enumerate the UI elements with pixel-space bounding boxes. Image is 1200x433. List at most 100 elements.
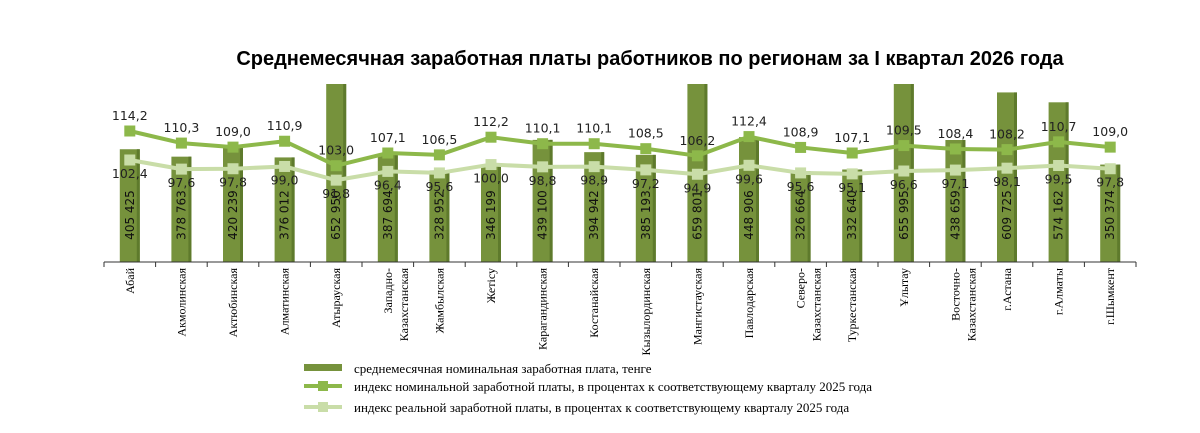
bar-value-label: 328 952 (432, 190, 446, 240)
real-index-point (1001, 162, 1013, 174)
x-tick-label: г.Алматы (1052, 268, 1066, 315)
bar-value-label: 420 239 (226, 190, 240, 240)
bar-value-label: 394 942 (587, 190, 601, 240)
nominal-index-value-label: 108,4 (938, 126, 974, 141)
bar (377, 154, 398, 262)
nominal-index-point (433, 149, 445, 161)
bar (429, 170, 450, 262)
bar-shade (240, 145, 243, 262)
x-tick-label: Туркестанская (845, 268, 859, 343)
x-tick-label: Кызылординская (639, 268, 653, 356)
real-index-point (279, 160, 291, 172)
nominal-index-value-label: 110,3 (164, 120, 200, 135)
nominal-index-point (898, 140, 910, 152)
bar-value-label: 332 640 (845, 190, 859, 240)
x-tick-label: Мангистауская (690, 268, 704, 345)
real-index-value-label: 99,0 (271, 172, 299, 187)
bar (481, 165, 501, 262)
real-index-value-label: 97,2 (632, 176, 660, 191)
nominal-index-point (1104, 141, 1116, 153)
bar-value-label: 346 199 (484, 190, 498, 240)
x-axis: Абай Акмолинская Актюбинская Алматинская Аты… (103, 261, 1137, 356)
x-tick-label: Алматинская (278, 268, 292, 336)
real-index-point (588, 161, 600, 173)
real-index-value-label: 98,1 (993, 174, 1021, 189)
real-index-value-label: 95,1 (838, 180, 866, 195)
bar-shade (498, 165, 501, 262)
bar-value-label: 574 162 (1052, 190, 1066, 240)
real-index-point (691, 168, 703, 180)
bars-layer: 405 425 378 763 420 239 376 012 652 950 387 6… (119, 84, 1121, 263)
bar (635, 154, 656, 262)
real-index-point (949, 164, 961, 176)
real-index-value-label: 97,8 (1096, 175, 1124, 190)
legend-swatch-bar (304, 364, 342, 371)
bar (171, 156, 192, 262)
real-index-line (129, 158, 1111, 183)
bar-value-label: 350 374 (1103, 190, 1117, 240)
bar-shade (1065, 102, 1069, 263)
x-tick-label: Восточно- Казахстанская (948, 268, 978, 342)
nominal-index-value-label: 106,2 (680, 133, 716, 148)
x-tick-label: г.Шымкент (1103, 267, 1117, 325)
legend-label-nominal: индекс номинальной заработной платы, в п… (354, 379, 872, 394)
bar-shade (446, 170, 450, 262)
bar (223, 145, 243, 262)
real-index-value-label: 98,8 (529, 173, 557, 188)
real-index-point (846, 168, 858, 180)
bar-shade (962, 139, 966, 262)
bar-value-label: 405 425 (123, 190, 137, 240)
real-index-value-label: 99,6 (735, 171, 763, 186)
bar-shade (807, 171, 811, 262)
bar (790, 171, 811, 262)
nominal-index-point (691, 150, 703, 162)
bar-value-label: 439 100 (536, 190, 550, 240)
nominal-index-value-label: 108,5 (628, 126, 664, 141)
bar-shade (1117, 164, 1121, 262)
x-tick-label: Атырауская (329, 268, 343, 328)
bar-shade (652, 154, 656, 262)
real-index-point (537, 161, 549, 173)
nominal-index-value-label: 103,0 (318, 143, 354, 158)
bar-shade (1014, 92, 1017, 263)
bar-shade (549, 139, 553, 262)
real-index-point (795, 167, 807, 179)
bar-shade (136, 149, 140, 262)
real-index-point (330, 174, 342, 186)
lines-layer: 102,4 97,6 97,8 99,0 91,8 96,4 95,6 100,0 98,8 98… (112, 108, 1128, 201)
nominal-index-value-label: 110,9 (267, 118, 303, 133)
nominal-index-point (124, 125, 136, 137)
bar-value-label: 326 664 (794, 190, 808, 240)
real-index-point (433, 167, 445, 179)
real-index-point (124, 154, 136, 166)
real-index-point (743, 159, 755, 171)
legend: среднемесячная номинальная заработная пл… (304, 361, 872, 415)
nominal-index-value-label: 107,1 (370, 130, 406, 145)
x-tick-label: Карагандинская (536, 268, 550, 350)
nominal-index-point (846, 147, 858, 159)
nominal-index-value-label: 112,2 (473, 114, 509, 129)
x-tick-label: Акмолинская (174, 268, 188, 337)
legend-label-real: индекс реальной заработной платы, в проц… (354, 400, 849, 415)
nominal-index-value-label: 109,0 (215, 124, 251, 139)
bar-value-label: 378 763 (174, 190, 188, 240)
real-index-value-label: 94,9 (683, 180, 711, 195)
bar (326, 84, 347, 262)
chart-title: Среднемесячная заработная платы работник… (236, 48, 1064, 70)
bar-shade (756, 137, 759, 262)
bar-value-label: 438 659 (948, 190, 962, 240)
nominal-index-value-label: 110,1 (576, 121, 612, 136)
nominal-index-value-label: 112,4 (731, 114, 767, 129)
nominal-index-point (382, 147, 394, 159)
nominal-index-point (640, 143, 652, 155)
nominal-index-point (588, 138, 600, 150)
bar-shade (188, 156, 192, 262)
bar-shade (343, 84, 347, 262)
real-index-point (640, 164, 652, 176)
nominal-index-value-label: 108,9 (783, 124, 819, 139)
nominal-index-value-label: 114,2 (112, 108, 148, 123)
bar (997, 92, 1017, 263)
bar (584, 152, 605, 262)
nominal-index-point (949, 143, 961, 155)
real-index-value-label: 97,1 (941, 176, 969, 191)
